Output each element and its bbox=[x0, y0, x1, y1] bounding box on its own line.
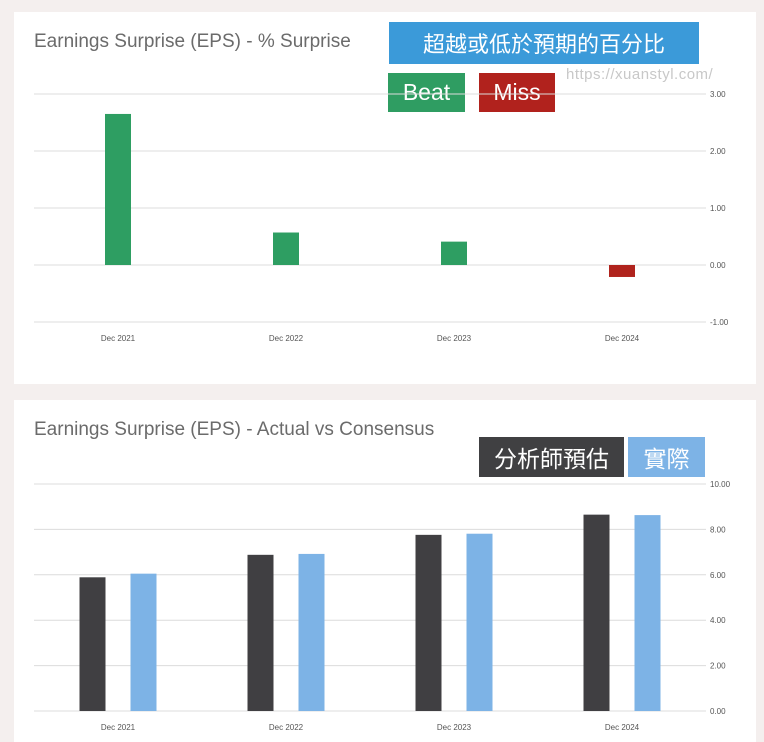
y-tick-label: 0.00 bbox=[710, 261, 726, 270]
chart-title: Earnings Surprise (EPS) - % Surprise bbox=[34, 31, 351, 52]
x-tick-label: Dec 2022 bbox=[269, 334, 304, 343]
bar bbox=[79, 577, 106, 711]
bar bbox=[634, 515, 661, 711]
x-tick-label: Dec 2024 bbox=[605, 334, 640, 343]
chart-title: Earnings Surprise (EPS) - Actual vs Cons… bbox=[34, 419, 435, 440]
bar bbox=[609, 265, 635, 277]
y-tick-label: 6.00 bbox=[710, 571, 726, 580]
x-tick-label: Dec 2021 bbox=[101, 723, 136, 732]
x-tick-label: Dec 2024 bbox=[605, 723, 640, 732]
y-tick-label: 0.00 bbox=[710, 707, 726, 716]
y-tick-label: 8.00 bbox=[710, 525, 726, 534]
actual-vs-consensus-panel: Earnings Surprise (EPS) - Actual vs Cons… bbox=[14, 400, 756, 742]
x-tick-label: Dec 2022 bbox=[269, 723, 304, 732]
bar bbox=[415, 534, 442, 711]
miss-legend-tag: Miss bbox=[479, 73, 555, 112]
bar bbox=[130, 573, 157, 711]
actual-vs-consensus-chart: 0.00 2.00 4.00 6.00 8.00 10.00 Dec 2021 Dec 202… bbox=[34, 480, 731, 732]
watermark-url: https://xuanstyl.com/ bbox=[566, 66, 714, 83]
y-tick-label: 1.00 bbox=[710, 204, 726, 213]
actual-legend-tag: 實際 bbox=[628, 437, 705, 477]
y-tick-label: 10.00 bbox=[710, 480, 731, 489]
bar bbox=[583, 514, 610, 711]
bar bbox=[466, 533, 493, 711]
x-tick-label: Dec 2023 bbox=[437, 723, 472, 732]
y-tick-label: 2.00 bbox=[710, 662, 726, 671]
percent-surprise-panel: Earnings Surprise (EPS) - % Surprise htt… bbox=[14, 12, 756, 384]
bar bbox=[298, 553, 325, 711]
beat-legend-tag: Beat bbox=[388, 73, 465, 112]
bar bbox=[105, 113, 131, 265]
x-tick-label: Dec 2021 bbox=[101, 334, 136, 343]
bar bbox=[441, 241, 467, 265]
x-tick-label: Dec 2023 bbox=[437, 334, 472, 343]
y-tick-label: 2.00 bbox=[710, 147, 726, 156]
y-tick-label: -1.00 bbox=[710, 318, 729, 327]
y-tick-label: 4.00 bbox=[710, 616, 726, 625]
y-tick-label: 3.00 bbox=[710, 90, 726, 99]
surprise-percent-tag: 超越或低於預期的百分比 bbox=[389, 22, 699, 64]
analyst-estimate-legend-tag: 分析師預估 bbox=[479, 437, 624, 477]
bar bbox=[273, 232, 299, 265]
percent-surprise-chart: -1.00 0.00 1.00 2.00 3.00 Dec 2021 Dec 2022 Dec… bbox=[34, 90, 729, 343]
bar bbox=[247, 554, 274, 711]
